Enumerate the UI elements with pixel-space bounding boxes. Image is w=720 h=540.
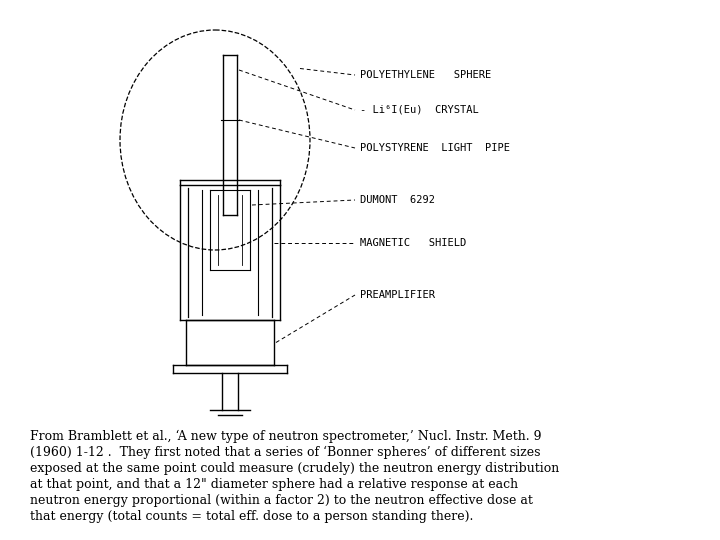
- Text: neutron energy proportional (within a factor 2) to the neutron effective dose at: neutron energy proportional (within a fa…: [30, 494, 533, 507]
- Text: POLYETHYLENE   SPHERE: POLYETHYLENE SPHERE: [360, 70, 491, 80]
- Text: MAGNETIC   SHIELD: MAGNETIC SHIELD: [360, 238, 467, 248]
- Text: exposed at the same point could measure (crudely) the neutron energy distributio: exposed at the same point could measure …: [30, 462, 559, 475]
- Text: - Li⁶I(Eu)  CRYSTAL: - Li⁶I(Eu) CRYSTAL: [360, 105, 479, 115]
- Text: POLYSTYRENE  LIGHT  PIPE: POLYSTYRENE LIGHT PIPE: [360, 143, 510, 153]
- Text: PREAMPLIFIER: PREAMPLIFIER: [360, 290, 435, 300]
- Text: that energy (total counts = total eff. dose to a person standing there).: that energy (total counts = total eff. d…: [30, 510, 473, 523]
- Text: DUMONT  6292: DUMONT 6292: [360, 195, 435, 205]
- Text: at that point, and that a 12" diameter sphere had a relative response at each: at that point, and that a 12" diameter s…: [30, 478, 518, 491]
- Text: (1960) 1-12 .  They first noted that a series of ‘Bonner spheres’ of different s: (1960) 1-12 . They first noted that a se…: [30, 446, 541, 459]
- Text: From Bramblett et al., ‘A new type of neutron spectrometer,’ Nucl. Instr. Meth. : From Bramblett et al., ‘A new type of ne…: [30, 430, 541, 443]
